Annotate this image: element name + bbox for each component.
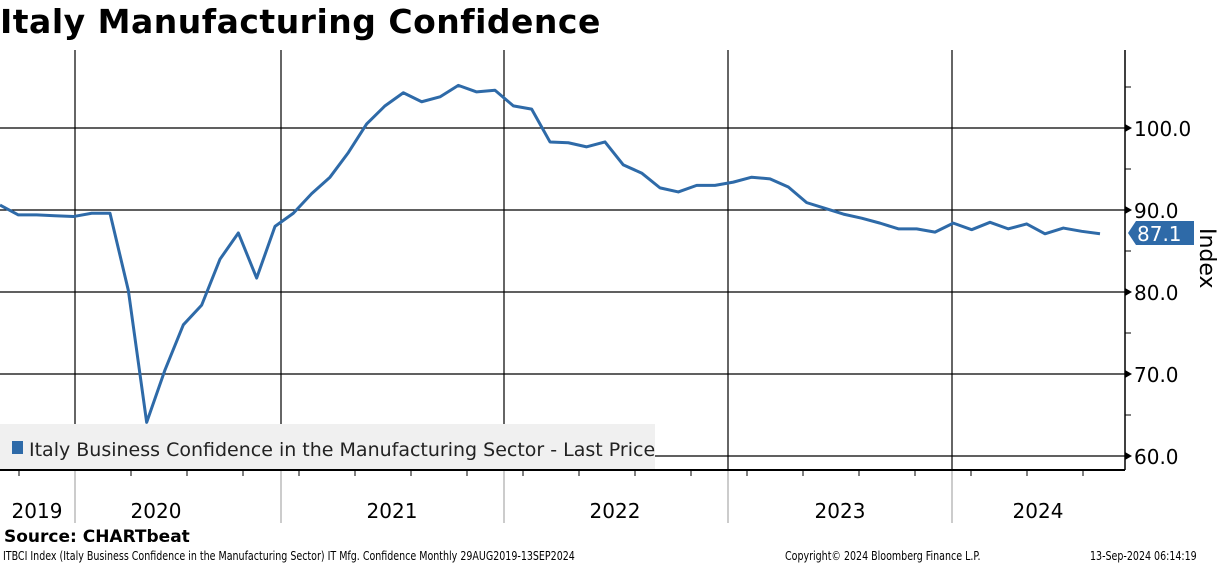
y-tick-arrow: [1125, 206, 1132, 214]
legend-box: [0, 424, 655, 470]
y-tick-arrow: [1125, 124, 1132, 132]
y-tick-arrow: [1125, 288, 1132, 296]
series-line: [0, 83, 1101, 424]
footer-copyright: Copyright© 2024 Bloomberg Finance L.P.: [785, 549, 981, 563]
y-tick-arrow: [1125, 370, 1132, 378]
source-label: Source: CHARTbeat: [4, 527, 190, 547]
chart-title: Italy Manufacturing Confidence: [0, 2, 601, 41]
footer-description: ITBCI Index (Italy Business Confidence i…: [3, 549, 575, 563]
x-tick-label: 2022: [590, 499, 641, 523]
y-axis-labels: 100.0 90.0 80.0 70.0 60.0: [1134, 117, 1191, 469]
y-axis-title: Index: [1194, 228, 1219, 289]
legend-label: Italy Business Confidence in the Manufac…: [29, 439, 655, 461]
data-points: [0, 85, 1101, 423]
y-tick-label: 60.0: [1134, 445, 1179, 469]
year-separators: [74, 50, 953, 523]
x-tick-label: 2021: [367, 499, 418, 523]
x-axis-labels: 2019 2020 2021 2022 2023 2024: [12, 499, 1064, 523]
y-tick-label: 100.0: [1134, 117, 1191, 141]
last-price-label: 87.1: [1137, 222, 1182, 246]
y-tick-label: 90.0: [1134, 199, 1179, 223]
y-tick-label: 80.0: [1134, 281, 1179, 305]
last-price-tag: 87.1: [1128, 221, 1194, 246]
x-tick-label: 2019: [12, 499, 63, 523]
y-tick-arrow: [1125, 452, 1132, 460]
legend-swatch: [12, 441, 23, 454]
x-tick-label: 2020: [131, 499, 182, 523]
footer-timestamp: 13-Sep-2024 06:14:19: [1090, 549, 1197, 563]
y-tick-label: 70.0: [1134, 363, 1179, 387]
x-tick-label: 2024: [1013, 499, 1064, 523]
x-tick-label: 2023: [815, 499, 866, 523]
line-chart: Italy Business Confidence in the Manufac…: [0, 50, 1219, 523]
